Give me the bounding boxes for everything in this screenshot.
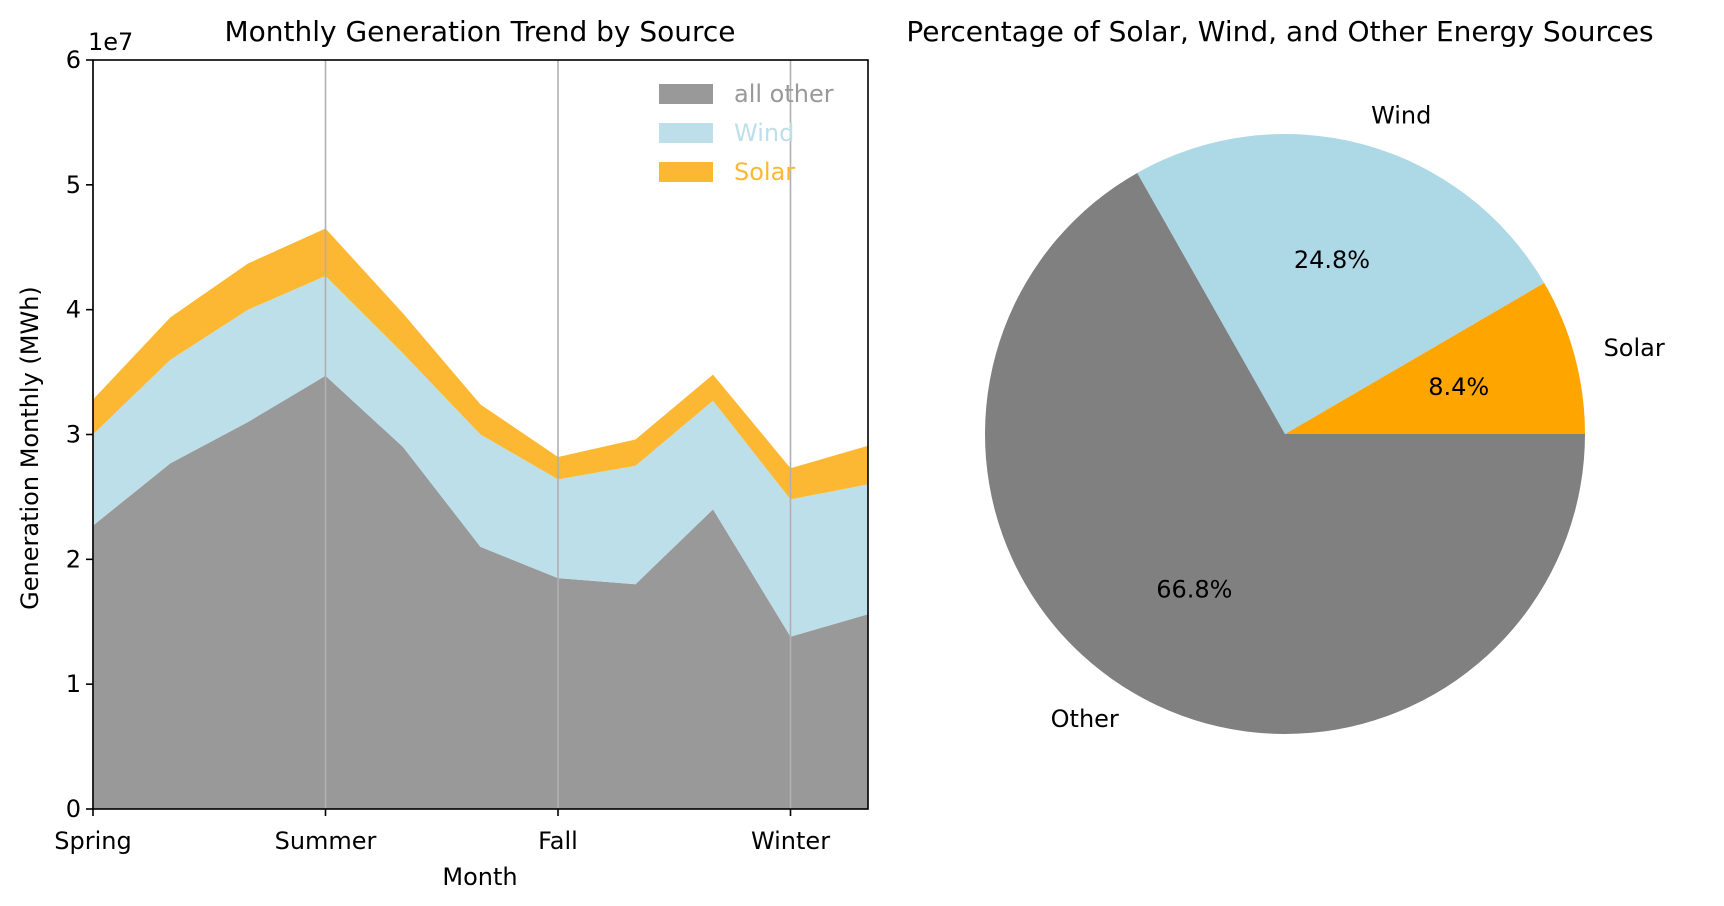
pie-slices [985, 133, 1586, 734]
y-tick-label: 0 [66, 795, 81, 823]
pie-pct-other: 66.8% [1156, 576, 1232, 604]
y-tick-label: 3 [66, 421, 81, 449]
x-tick-label: Winter [751, 827, 830, 855]
area-y-ticks: 0 1 2 3 4 5 6 [66, 46, 93, 823]
pie-labels: Solar 8.4% Wind 24.8% Other 66.8% [1051, 101, 1665, 733]
area-x-ticks: Spring Summer Fall Winter [54, 809, 830, 855]
legend-label: Wind [734, 119, 794, 147]
area-chart-title: Monthly Generation Trend by Source [224, 15, 735, 48]
area-series-wind [93, 276, 868, 637]
area-x-axis-label: Month [442, 863, 517, 891]
legend-swatch [659, 84, 713, 104]
pie-pct-solar: 8.4% [1428, 373, 1489, 401]
pie-slice-solar [1285, 282, 1586, 434]
legend-label: all other [734, 80, 834, 108]
y-tick-label: 5 [66, 171, 81, 199]
x-tick-label: Fall [538, 827, 578, 855]
pie-label-wind: Wind [1371, 101, 1431, 129]
x-tick-label: Summer [275, 827, 377, 855]
legend-swatch [659, 123, 713, 143]
area-y-axis-label: Generation Monthly (MWh) [16, 286, 44, 610]
area-legend: all other Wind Solar [659, 80, 834, 186]
pie-slice-other [985, 172, 1585, 734]
legend-label: Solar [734, 158, 795, 186]
area-y-scale-label: 1e7 [88, 28, 133, 56]
pie-label-other: Other [1051, 705, 1119, 733]
pie-slice-wind [1137, 133, 1545, 434]
pie-pct-wind: 24.8% [1294, 246, 1370, 274]
area-layers [93, 228, 868, 809]
y-tick-label: 6 [66, 46, 81, 74]
y-tick-label: 4 [66, 296, 81, 324]
pie-chart: Percentage of Solar, Wind, and Other Ene… [906, 15, 1665, 734]
y-tick-label: 2 [66, 545, 81, 573]
legend-swatch [659, 162, 713, 182]
area-series-solar [93, 228, 868, 500]
area-series-all-other [93, 375, 868, 809]
pie-label-solar: Solar [1604, 334, 1665, 362]
area-chart: 0 1 2 3 4 5 6 Spring Summer Fall Winter 1e7 Month… [16, 15, 869, 891]
y-tick-label: 1 [66, 670, 81, 698]
pie-chart-title: Percentage of Solar, Wind, and Other Ene… [906, 15, 1653, 48]
x-tick-label: Spring [54, 827, 131, 855]
